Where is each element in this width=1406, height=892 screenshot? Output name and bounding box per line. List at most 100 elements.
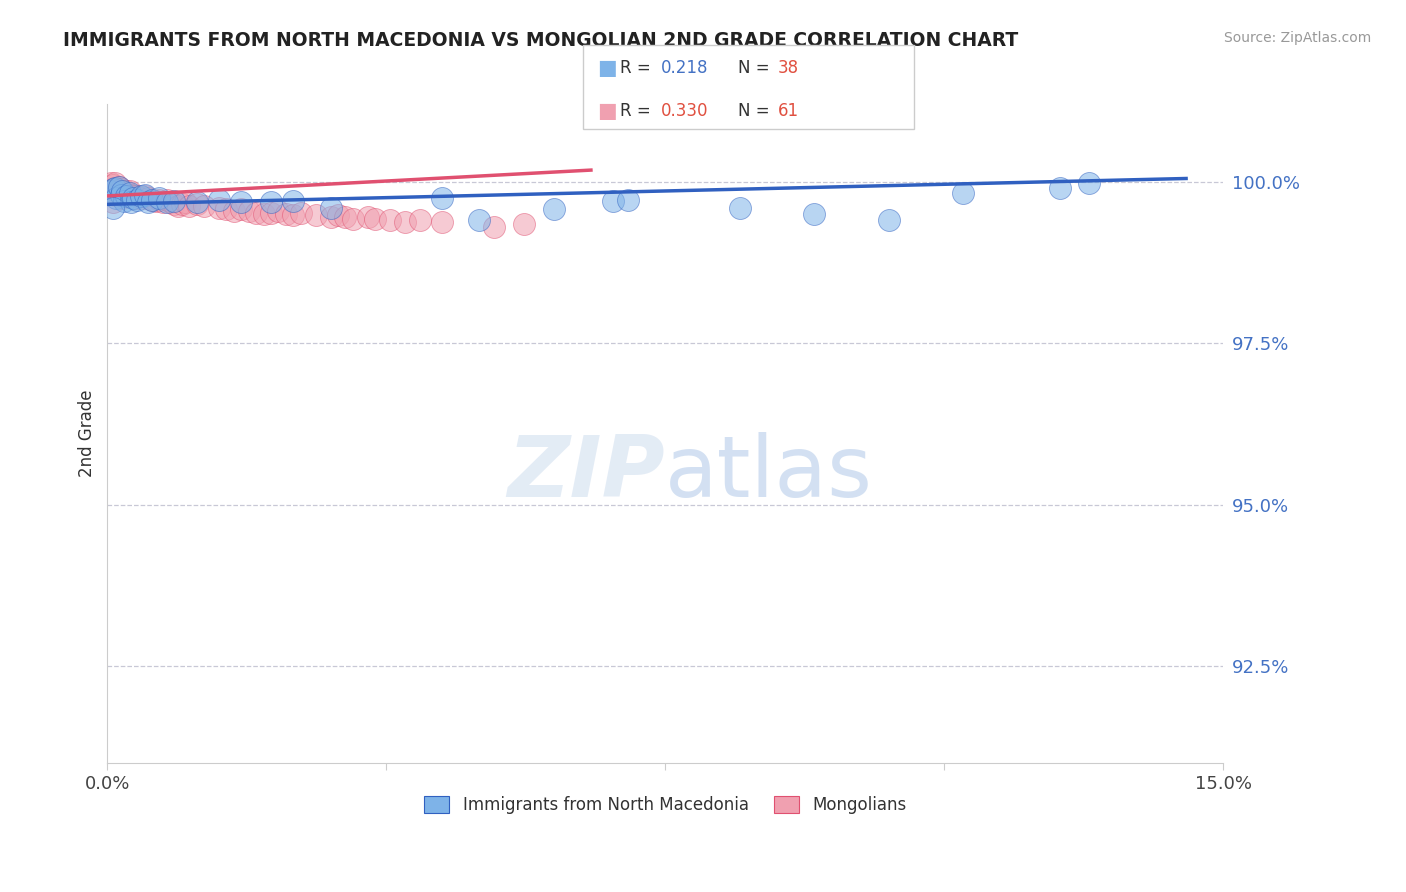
Point <box>238 203 260 218</box>
Point <box>430 215 453 229</box>
Point <box>167 199 190 213</box>
Point <box>335 211 357 225</box>
Point <box>305 208 328 222</box>
Point <box>267 203 290 218</box>
Point <box>111 191 134 205</box>
Point <box>174 195 197 210</box>
Point <box>409 213 432 227</box>
Point <box>193 199 215 213</box>
Point <box>484 219 506 234</box>
Point <box>129 189 152 203</box>
Point <box>100 176 122 190</box>
Text: N =: N = <box>738 102 775 120</box>
Point <box>103 201 125 215</box>
Text: 0.218: 0.218 <box>661 60 709 78</box>
Point <box>186 197 208 211</box>
Point <box>252 207 274 221</box>
Point <box>104 176 127 190</box>
Point <box>118 186 141 201</box>
Point <box>115 185 138 199</box>
Point <box>111 185 134 199</box>
Point <box>163 194 186 208</box>
Point <box>156 195 179 210</box>
Point <box>231 195 253 210</box>
Point <box>803 207 825 221</box>
Point <box>215 202 238 216</box>
Point <box>231 202 253 216</box>
Text: N =: N = <box>738 60 775 78</box>
Point <box>260 205 283 219</box>
Point <box>107 180 129 194</box>
Text: IMMIGRANTS FROM NORTH MACEDONIA VS MONGOLIAN 2ND GRADE CORRELATION CHART: IMMIGRANTS FROM NORTH MACEDONIA VS MONGO… <box>63 31 1018 50</box>
Point <box>156 193 179 207</box>
Point <box>728 201 751 215</box>
Point <box>274 207 297 221</box>
Text: R =: R = <box>620 102 657 120</box>
Point <box>1078 176 1101 190</box>
Point <box>115 189 138 203</box>
Point <box>364 212 387 227</box>
Point <box>148 193 170 207</box>
Point <box>104 181 127 195</box>
Text: ZIP: ZIP <box>508 432 665 515</box>
Point <box>357 211 380 225</box>
Point <box>141 193 163 207</box>
Point <box>394 215 416 229</box>
Point <box>107 180 129 194</box>
Point <box>134 187 156 202</box>
Point <box>319 211 342 225</box>
Point <box>543 202 565 216</box>
Text: ■: ■ <box>598 101 617 120</box>
Point <box>110 182 132 196</box>
Point <box>283 194 305 208</box>
Point <box>127 189 149 203</box>
Point <box>179 199 201 213</box>
Point <box>105 182 128 196</box>
Point <box>112 194 135 208</box>
Point <box>103 195 125 210</box>
Point <box>326 208 349 222</box>
Point <box>111 185 134 199</box>
Text: Source: ZipAtlas.com: Source: ZipAtlas.com <box>1223 31 1371 45</box>
Point <box>319 201 342 215</box>
Point <box>101 178 124 192</box>
Point <box>163 197 186 211</box>
Point <box>134 189 156 203</box>
Point <box>110 187 132 202</box>
Point <box>877 213 900 227</box>
Point <box>122 191 145 205</box>
Point <box>290 205 312 219</box>
Point <box>103 182 125 196</box>
Text: ■: ■ <box>598 58 617 78</box>
Point <box>105 191 128 205</box>
Point <box>1049 181 1071 195</box>
Point <box>170 197 193 211</box>
Legend: Immigrants from North Macedonia, Mongolians: Immigrants from North Macedonia, Mongoli… <box>418 789 912 821</box>
Point <box>141 193 163 207</box>
Point <box>952 186 974 201</box>
Point <box>468 213 491 227</box>
Point <box>127 193 149 207</box>
Point <box>513 217 536 231</box>
Point <box>136 191 159 205</box>
Point <box>378 213 401 227</box>
Point <box>122 189 145 203</box>
Point <box>118 185 141 199</box>
Point <box>152 195 174 210</box>
Point <box>120 187 142 202</box>
Point <box>430 191 453 205</box>
Point <box>159 195 181 210</box>
Point <box>260 195 283 210</box>
Point <box>124 191 146 205</box>
Point <box>112 187 135 202</box>
Point <box>186 195 208 210</box>
Point <box>208 193 231 207</box>
Point <box>145 194 167 208</box>
Point <box>222 203 245 218</box>
Point <box>617 193 640 207</box>
Text: R =: R = <box>620 60 657 78</box>
Text: 0.330: 0.330 <box>661 102 709 120</box>
Point <box>283 208 305 222</box>
Text: atlas: atlas <box>665 432 873 515</box>
Point <box>148 191 170 205</box>
